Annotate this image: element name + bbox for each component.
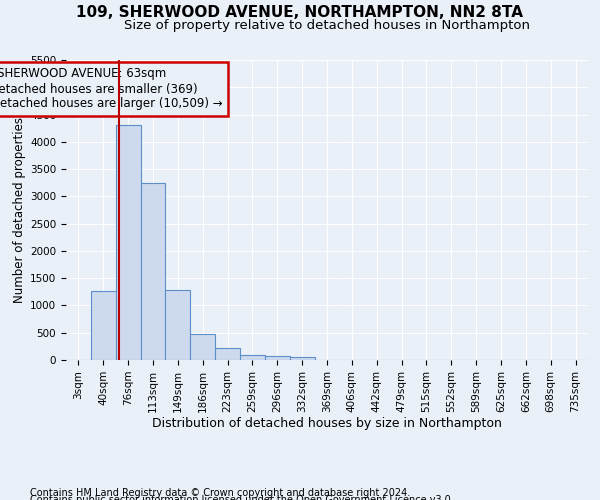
Text: Contains public sector information licensed under the Open Government Licence v3: Contains public sector information licen… bbox=[30, 495, 454, 500]
Bar bbox=[215, 348, 240, 360]
Bar bbox=[166, 290, 190, 360]
Bar bbox=[265, 356, 290, 360]
Bar bbox=[91, 292, 116, 360]
Bar bbox=[116, 126, 140, 360]
Text: 109, SHERWOOD AVENUE, NORTHAMPTON, NN2 8TA: 109, SHERWOOD AVENUE, NORTHAMPTON, NN2 8… bbox=[77, 5, 523, 20]
Bar bbox=[290, 357, 314, 360]
Bar bbox=[140, 182, 166, 360]
Text: Contains HM Land Registry data © Crown copyright and database right 2024.: Contains HM Land Registry data © Crown c… bbox=[30, 488, 410, 498]
Title: Size of property relative to detached houses in Northampton: Size of property relative to detached ho… bbox=[124, 20, 530, 32]
Y-axis label: Number of detached properties: Number of detached properties bbox=[13, 117, 26, 303]
Bar bbox=[190, 334, 215, 360]
Bar bbox=[240, 355, 265, 360]
X-axis label: Distribution of detached houses by size in Northampton: Distribution of detached houses by size … bbox=[152, 418, 502, 430]
Text: 109 SHERWOOD AVENUE: 63sqm
← 3% of detached houses are smaller (369)
96% of semi: 109 SHERWOOD AVENUE: 63sqm ← 3% of detac… bbox=[0, 68, 223, 110]
